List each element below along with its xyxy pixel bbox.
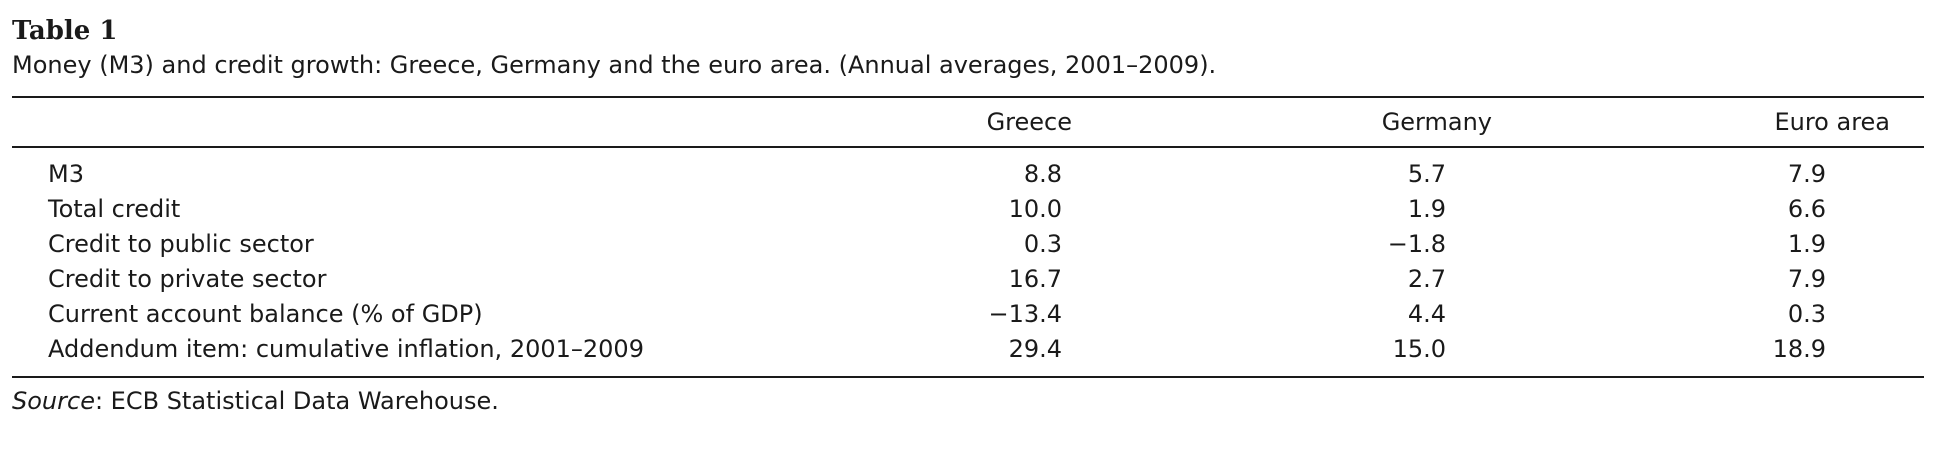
bottom-rule [12,376,1924,378]
column-header-euro-area: Euro area [1774,108,1890,136]
data-table: Greece Germany Euro area M3 8.8 5.7 7.9 … [12,98,1924,376]
source-note: Source: ECB Statistical Data Warehouse. [12,384,1924,418]
cell-euro-area: 6.6 [1787,194,1826,223]
table-row: Current account balance (% of GDP) −13.4… [12,296,1924,331]
row-label: Current account balance (% of GDP) [48,299,483,328]
column-header-germany: Germany [1381,108,1492,136]
header-row: Greece Germany Euro area [12,98,1924,147]
row-label: Total credit [48,194,181,223]
source-text: : ECB Statistical Data Warehouse. [94,387,499,415]
cell-germany: 15.0 [1392,334,1446,363]
source-prefix: Source [12,387,95,415]
cell-greece: 16.7 [1008,264,1062,293]
cell-euro-area: 7.9 [1787,264,1826,293]
cell-germany: 5.7 [1407,159,1446,188]
top-rule [12,96,1924,98]
cell-germany: 4.4 [1407,299,1446,328]
cell-greece: 0.3 [1023,229,1062,258]
cell-euro-area: 0.3 [1787,299,1826,328]
table-label: Table 1 [12,16,118,46]
cell-greece: 29.4 [1008,334,1062,363]
cell-germany: 2.7 [1407,264,1446,293]
cell-greece: −13.4 [988,299,1062,328]
table-row: Credit to private sector 16.7 2.7 7.9 [12,261,1924,296]
cell-greece: 8.8 [1023,159,1062,188]
table-row: Total credit 10.0 1.9 6.6 [12,191,1924,226]
table-row: Addendum item: cumulative inflation, 200… [12,331,1924,376]
cell-germany: −1.8 [1387,229,1446,258]
table-row: M3 8.8 5.7 7.9 [12,147,1924,191]
cell-euro-area: 1.9 [1787,229,1826,258]
table-figure: Table 1 Money (M3) and credit growth: Gr… [12,14,1924,418]
row-label: M3 [48,159,84,188]
row-label: Credit to private sector [48,264,327,293]
row-label: Credit to public sector [48,229,314,258]
cell-germany: 1.9 [1407,194,1446,223]
cell-euro-area: 7.9 [1787,159,1826,188]
cell-greece: 10.0 [1008,194,1062,223]
header-empty-cell [12,98,932,147]
column-header-greece: Greece [986,108,1072,136]
cell-euro-area: 18.9 [1772,334,1826,363]
table-row: Credit to public sector 0.3 −1.8 1.9 [12,226,1924,261]
row-label: Addendum item: cumulative inflation, 200… [48,334,644,363]
table-caption: Money (M3) and credit growth: Greece, Ge… [12,51,1217,79]
